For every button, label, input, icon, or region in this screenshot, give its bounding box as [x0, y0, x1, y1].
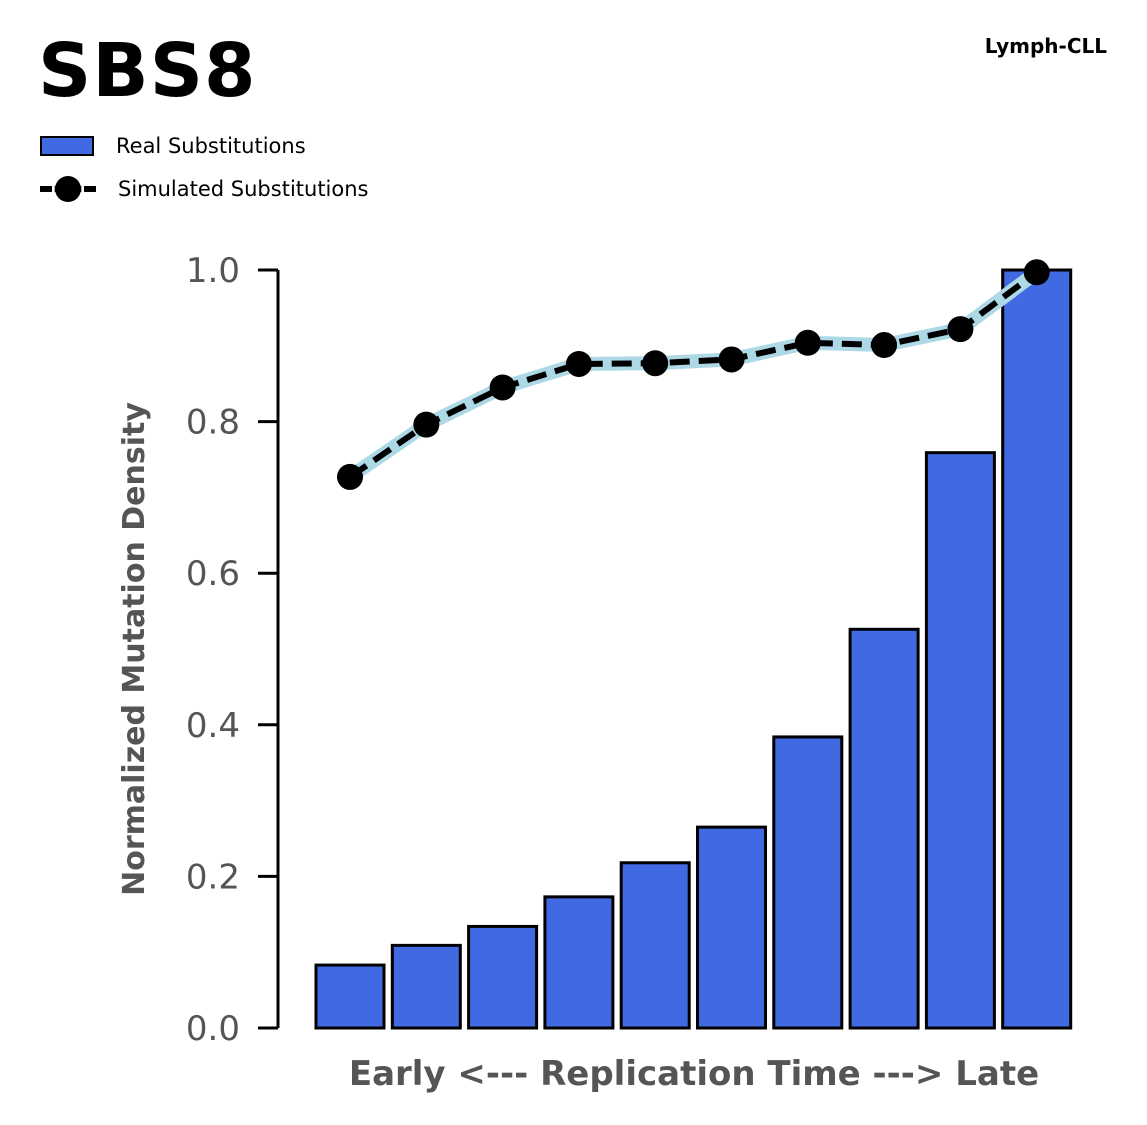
simulated-confidence-band — [346, 266, 1041, 483]
simulated-point-1 — [337, 463, 363, 490]
x-axis-label: Early <--- Replication Time ---> Late — [349, 1054, 1039, 1094]
bar-9 — [924, 451, 996, 1030]
legend-bar-swatch — [40, 136, 94, 156]
y-tick-label: 0.8 — [186, 403, 240, 443]
cancer-type-label: Lymph-CLL — [984, 34, 1107, 58]
y-axis-label: Normalized Mutation Density — [117, 402, 152, 896]
bar-2 — [390, 943, 462, 1030]
legend-item-real: Real Substitutions — [40, 131, 306, 161]
bar-6 — [696, 825, 767, 1030]
y-tick-label: 0.2 — [186, 857, 240, 897]
simulated-point-4 — [565, 350, 592, 377]
simulated-point-6 — [718, 346, 745, 373]
bar-8 — [848, 627, 920, 1030]
simulated-point-2 — [413, 411, 440, 438]
simulated-line-series — [337, 259, 1050, 490]
legend-item-simulated: Simulated Substitutions — [40, 174, 368, 204]
legend-label-simulated: Simulated Substitutions — [118, 177, 369, 201]
simulated-point-7 — [794, 329, 821, 356]
simulated-line — [348, 269, 1039, 480]
bar-5 — [619, 861, 691, 1030]
bar-3 — [467, 924, 539, 1030]
bar-1 — [314, 963, 386, 1030]
chart-title: SBS8 — [38, 28, 257, 114]
bar-series — [314, 268, 1073, 1030]
simulated-point-10 — [1023, 259, 1050, 286]
simulated-point-3 — [489, 374, 516, 401]
simulated-point-9 — [947, 316, 974, 343]
y-tick-label: 0.0 — [186, 1009, 240, 1049]
y-tick-label: 0.4 — [186, 706, 240, 746]
y-tick-label: 0.6 — [186, 554, 240, 594]
bar-4 — [543, 895, 615, 1030]
legend-line-swatch — [40, 174, 96, 204]
bar-10 — [1001, 268, 1073, 1030]
simulated-point-5 — [642, 350, 669, 377]
simulated-point-8 — [871, 332, 898, 359]
y-tick-label: 1.0 — [186, 251, 240, 291]
axes: 0.0 0.2 0.4 0.6 0.8 1.0 Normalized Mutation De… — [117, 251, 1039, 1094]
legend-label-real: Real Substitutions — [116, 134, 306, 158]
bar-7 — [772, 735, 844, 1030]
